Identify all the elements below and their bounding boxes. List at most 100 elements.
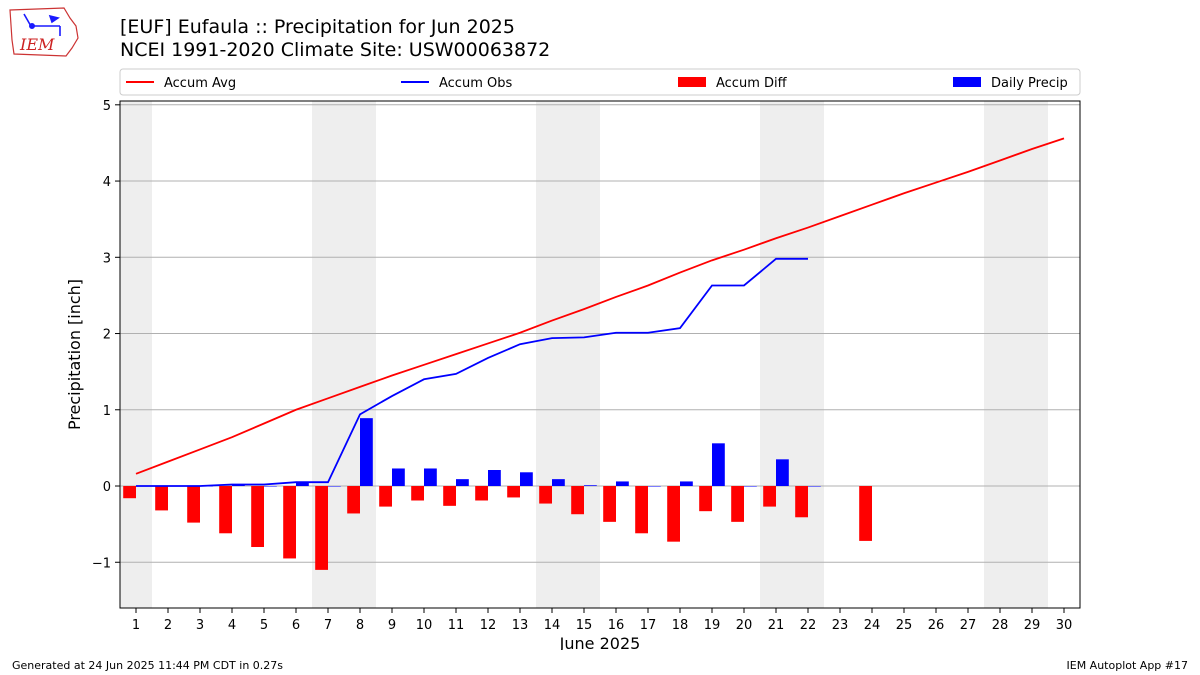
x-tick-label: 5 [260, 618, 268, 633]
accum-diff-bar [379, 486, 392, 507]
accum-diff-bar [603, 486, 616, 522]
accum-diff-bar [507, 486, 520, 498]
accum-obs-line [136, 257, 808, 487]
accum-diff-bar [155, 486, 168, 511]
accum-diff-bar [123, 486, 136, 499]
x-tick-label: 8 [356, 618, 364, 633]
chart-subtitle: NCEI 1991-2020 Climate Site: USW00063872 [120, 39, 551, 61]
accum-diff-bar [251, 486, 264, 548]
x-tick-label: 7 [324, 618, 332, 633]
daily-precip-bar [744, 486, 757, 487]
accum-diff-bar [443, 486, 456, 506]
x-tick-label: 21 [768, 618, 785, 633]
accum-diff-bar [635, 486, 648, 534]
x-tick-label: 10 [416, 618, 433, 633]
daily-precip-bar [648, 486, 661, 487]
y-tick-label: 5 [103, 99, 111, 114]
logo-text: IEM [19, 35, 55, 54]
x-tick-label: 23 [832, 618, 849, 633]
daily-precip-bar [392, 468, 405, 487]
accum-diff-bar [539, 486, 552, 504]
x-tick-label: 1 [132, 618, 140, 633]
x-tick-label: 13 [512, 618, 529, 633]
y-axis-label: Precipitation [inch] [65, 279, 84, 430]
x-tick-label: 16 [608, 618, 625, 633]
accum-diff-bar [859, 486, 872, 541]
accum-diff-bar [667, 486, 680, 542]
x-tick-label: 25 [896, 618, 913, 633]
accum-diff-bar [571, 486, 584, 515]
x-tick-label: 9 [388, 618, 396, 633]
x-tick-label: 6 [292, 618, 300, 633]
daily-precip-bar [520, 472, 533, 487]
legend-swatch [953, 77, 981, 87]
app-id: IEM Autoplot App #17 [1066, 659, 1189, 672]
accum-avg-line [135, 137, 1065, 475]
y-tick-label: 0 [103, 480, 111, 495]
x-tick-label: 30 [1056, 618, 1073, 633]
accum-diff-bar [347, 486, 360, 514]
daily-precip-bar [488, 470, 501, 487]
x-tick-label: 2 [164, 618, 172, 633]
daily-precip-bar [776, 459, 789, 487]
accum-diff-bar [219, 486, 232, 534]
x-tick-label: 19 [704, 618, 721, 633]
x-tick-label: 24 [864, 618, 881, 633]
legend-box [119, 68, 1081, 96]
accum-diff-bar [731, 486, 744, 522]
daily-precip-bar [456, 479, 469, 487]
weekend-shade [984, 101, 1048, 608]
accum-diff-bar [699, 486, 712, 512]
accum-diff-bar [763, 486, 776, 507]
x-tick-label: 14 [544, 618, 561, 633]
accum-diff-bar [411, 486, 424, 501]
accum-diff-bar [475, 486, 488, 501]
daily-precip-bar [264, 486, 277, 487]
legend-label: Accum Obs [439, 76, 512, 91]
daily-precip-bar [712, 443, 725, 487]
x-tick-label: 3 [196, 618, 204, 633]
x-tick-label: 22 [800, 618, 817, 633]
chart-title: [EUF] Eufaula :: Precipitation for Jun 2… [120, 16, 515, 38]
daily-precip-bar [328, 486, 341, 487]
legend-label: Accum Diff [716, 76, 788, 91]
x-tick-label: 18 [672, 618, 689, 633]
daily-precip-bar [296, 482, 309, 487]
weekend-shade [760, 101, 824, 608]
x-tick-label: 11 [448, 618, 465, 633]
x-tick-label: 27 [960, 618, 977, 633]
y-tick-label: −1 [92, 556, 111, 571]
accum-diff-bar [315, 486, 328, 570]
x-tick-label: 29 [1024, 618, 1041, 633]
weekend-shade [120, 101, 152, 608]
daily-precip-bar [616, 481, 629, 487]
daily-precip-bar [424, 468, 437, 487]
x-axis-label: June 2025 [559, 634, 641, 650]
weekend-shade [536, 101, 600, 608]
accum-diff-bar [283, 486, 296, 559]
plot-frame [119, 100, 1081, 609]
daily-precip-bar [360, 418, 373, 487]
daily-precip-bar [552, 479, 565, 487]
weather-station-icon [23, 13, 61, 36]
y-tick-label: 4 [103, 175, 111, 190]
x-tick-label: 15 [576, 618, 593, 633]
y-tick-label: 2 [103, 328, 111, 343]
y-tick-label: 3 [103, 251, 111, 266]
daily-precip-bar [584, 485, 597, 487]
accum-diff-bar [187, 486, 200, 523]
y-tick-label: 1 [103, 404, 111, 419]
x-tick-label: 26 [928, 618, 945, 633]
legend-label: Accum Avg [164, 76, 236, 91]
x-tick-label: 12 [480, 618, 497, 633]
generated-timestamp: Generated at 24 Jun 2025 11:44 PM CDT in… [12, 659, 284, 672]
x-tick-label: 4 [228, 618, 236, 633]
accum-diff-bar [795, 486, 808, 518]
daily-precip-bar [680, 481, 693, 487]
legend-label: Daily Precip [991, 76, 1068, 91]
iem-logo: IEM [9, 7, 79, 57]
x-tick-label: 20 [736, 618, 753, 633]
x-tick-label: 28 [992, 618, 1009, 633]
daily-precip-bar [808, 486, 821, 487]
